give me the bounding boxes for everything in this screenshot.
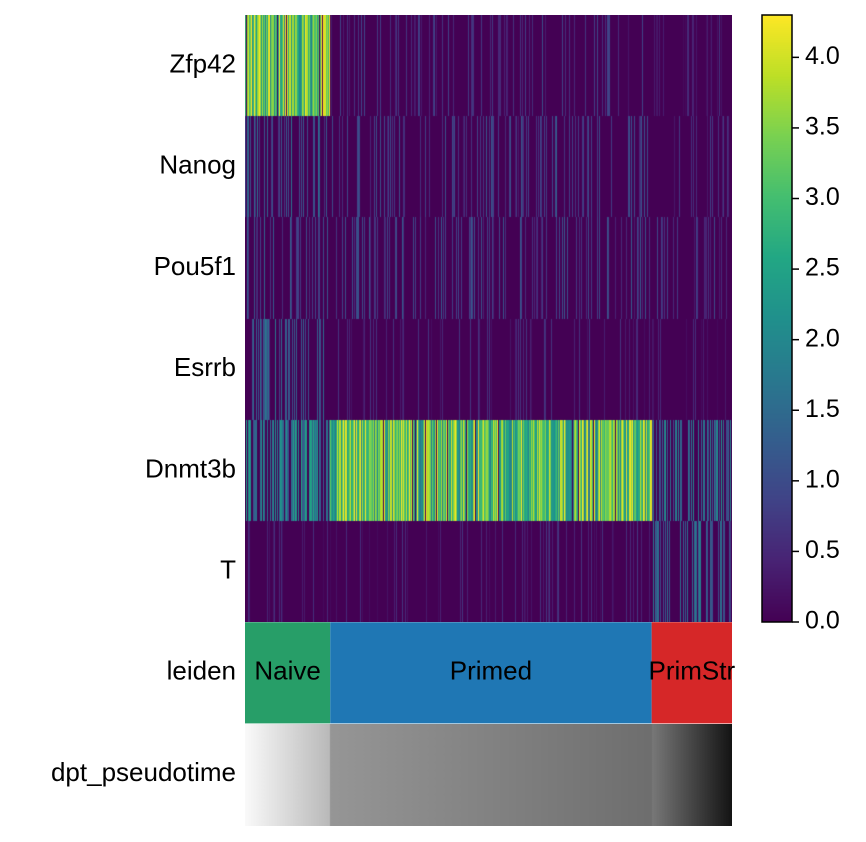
- colorbar-tick-label: 3.0: [805, 183, 840, 211]
- colorbar-tick-label: 1.0: [805, 465, 840, 493]
- colorbar: [762, 15, 792, 622]
- row-label-t: T: [220, 554, 236, 584]
- cluster-label-primed: Primed: [450, 656, 532, 686]
- row-label-esrrb: Esrrb: [174, 352, 236, 382]
- pseudotime-bar: [245, 724, 732, 826]
- colorbar-tick-label: 0.5: [805, 536, 840, 564]
- row-label-dnmt3b: Dnmt3b: [145, 453, 236, 483]
- row-label-pou5f1: Pou5f1: [154, 251, 236, 281]
- leiden-cluster-bar: Naive Primed PrimStr: [245, 622, 735, 724]
- expression-heatmap: [245, 15, 732, 622]
- row-label-nanog: Nanog: [159, 150, 236, 180]
- colorbar-tick-label: 2.5: [805, 254, 840, 282]
- colorbar-tick-label: 3.5: [805, 113, 840, 141]
- colorbar-tick-label: 1.5: [805, 395, 840, 423]
- row-label-leiden: leiden: [167, 656, 236, 686]
- cluster-block-primstr: [651, 622, 732, 724]
- colorbar-border: [761, 14, 793, 623]
- cluster-label-naive: Naive: [254, 656, 320, 686]
- row-label-dpt_pseudotime: dpt_pseudotime: [51, 757, 236, 787]
- colorbar-tick-label: 4.0: [805, 42, 840, 70]
- cluster-block-primed: [330, 622, 652, 724]
- colorbar-ticks: 0.0 0.5 1.0 1.5 2.0 2.5 3.0 3.5 4.0: [792, 42, 840, 635]
- colorbar-tick-label: 0.0: [805, 607, 840, 635]
- cluster-label-primstr: PrimStr: [648, 656, 735, 686]
- cluster-block-naive: [245, 622, 331, 724]
- colorbar-frame: [761, 14, 793, 623]
- row-label-zfp42: Zfp42: [170, 48, 237, 78]
- colorbar-tick-label: 2.0: [805, 324, 840, 352]
